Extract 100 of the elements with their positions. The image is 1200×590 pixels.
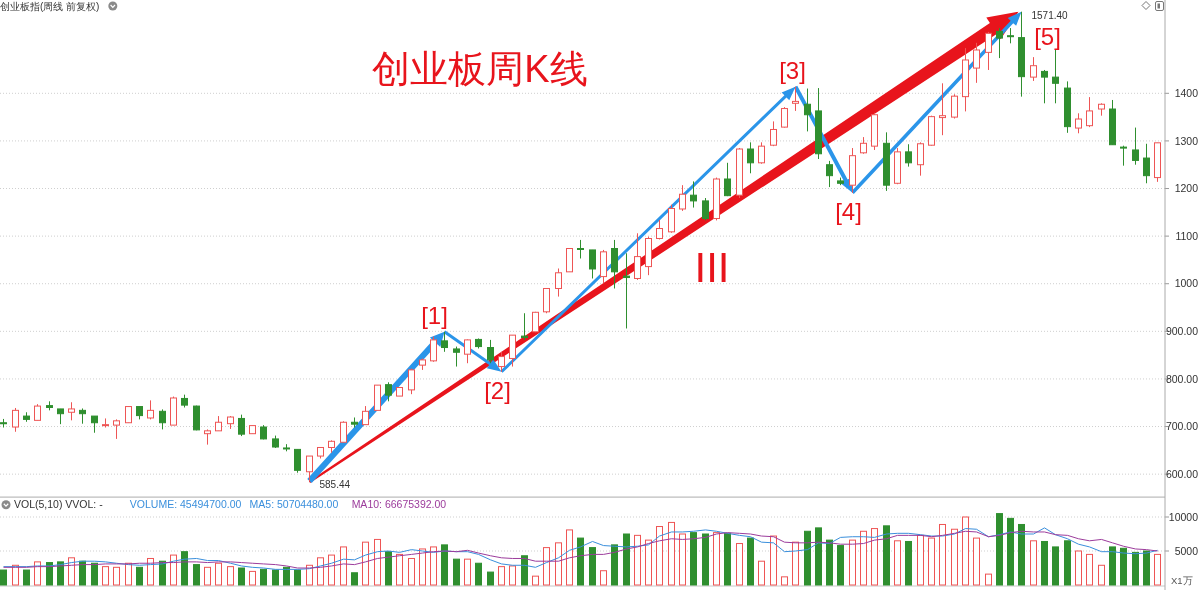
bar xyxy=(351,572,358,586)
bar xyxy=(849,539,856,586)
annotation: 1571.40 xyxy=(1031,9,1069,21)
bar xyxy=(600,570,607,586)
bar xyxy=(883,525,890,586)
candlestick xyxy=(543,287,550,314)
candlestick xyxy=(905,143,912,168)
text: MA10: 66675392.00 xyxy=(351,498,447,511)
y-tick-label: 10000 xyxy=(1168,510,1199,523)
annotation: 585.44 xyxy=(319,479,351,491)
annotation: [2] xyxy=(484,376,511,404)
bar xyxy=(441,544,448,586)
bar xyxy=(249,570,256,586)
bar xyxy=(781,576,788,586)
annotation: [3] xyxy=(779,56,806,84)
annotation: [5] xyxy=(1034,22,1061,50)
candlestick xyxy=(668,204,675,234)
candlestick xyxy=(758,141,765,165)
chart-title: VOL(5,10) VVOL: - xyxy=(14,498,104,511)
y-tick-label: 1100 xyxy=(1175,229,1199,242)
candlestick xyxy=(1075,112,1082,134)
bar xyxy=(589,547,596,586)
candlestick xyxy=(951,93,958,120)
candlestick xyxy=(985,31,992,71)
candlestick xyxy=(996,27,1003,59)
bar xyxy=(532,575,539,586)
bar xyxy=(566,529,573,586)
bar xyxy=(770,535,777,586)
bar xyxy=(1041,540,1048,586)
bar xyxy=(238,567,245,586)
candlestick xyxy=(1030,56,1037,82)
bar xyxy=(113,566,120,586)
bar xyxy=(453,558,460,586)
annotation: VOLUME: 45494700.00 xyxy=(129,498,242,511)
candlestick xyxy=(804,88,811,132)
candlestick xyxy=(973,42,980,84)
bar xyxy=(871,528,878,586)
bar xyxy=(498,566,505,586)
bar xyxy=(419,548,426,586)
y-tick-label: 800.00 xyxy=(1165,372,1199,385)
bar xyxy=(283,566,290,586)
bar xyxy=(543,547,550,586)
candlestick xyxy=(634,232,641,281)
bar xyxy=(634,534,641,586)
bar xyxy=(294,569,301,586)
y-tick-label: 1200 xyxy=(1174,182,1199,195)
candlestick xyxy=(917,141,924,177)
bar xyxy=(362,541,369,586)
bar xyxy=(374,538,381,586)
bar xyxy=(193,564,200,586)
candlestick xyxy=(1052,48,1059,104)
annotation: [1] xyxy=(421,301,448,329)
bar xyxy=(555,542,562,586)
bar xyxy=(1098,564,1105,586)
bar xyxy=(973,537,980,586)
bar xyxy=(656,526,663,586)
candlestick xyxy=(294,448,301,474)
bar xyxy=(962,516,969,586)
bar xyxy=(668,521,675,586)
bar xyxy=(430,546,437,586)
candlestick xyxy=(521,312,528,341)
bar xyxy=(204,566,211,586)
bar xyxy=(826,539,833,586)
y-tick-label: 1300 xyxy=(1174,134,1199,147)
y-tick-label: 700.00 xyxy=(1165,420,1199,433)
y-axis-title: X1万 xyxy=(1171,575,1193,586)
candlestick xyxy=(306,455,313,482)
bar xyxy=(702,533,709,586)
candlestick xyxy=(498,351,505,373)
text: 创业板周K线 xyxy=(372,48,588,90)
annotation: [4] xyxy=(835,197,862,225)
bar xyxy=(996,513,1003,586)
bar xyxy=(939,523,946,586)
bar xyxy=(487,571,494,586)
bar xyxy=(125,562,132,586)
bar xyxy=(928,537,935,586)
candlestick xyxy=(430,336,437,363)
bar xyxy=(1154,553,1161,586)
bar xyxy=(736,543,743,586)
bar xyxy=(1120,547,1127,586)
candlestick xyxy=(623,252,630,329)
bar xyxy=(136,566,143,586)
candlestick xyxy=(68,401,75,421)
candlestick xyxy=(1132,127,1139,166)
bar xyxy=(1030,540,1037,586)
bar xyxy=(645,539,652,586)
bar xyxy=(79,560,86,586)
bar xyxy=(91,562,98,586)
candlestick xyxy=(193,405,200,431)
bar xyxy=(68,557,75,586)
text: MA5: 50704480.00 xyxy=(249,498,339,511)
bar xyxy=(905,540,912,586)
candlestick xyxy=(747,141,754,174)
bar xyxy=(792,541,799,586)
candlestick xyxy=(702,197,709,221)
candlestick xyxy=(589,249,596,279)
y-tick-label: 1000 xyxy=(1174,277,1199,290)
bar xyxy=(1143,550,1150,586)
candlestick xyxy=(362,405,369,426)
candlestick xyxy=(770,120,777,147)
